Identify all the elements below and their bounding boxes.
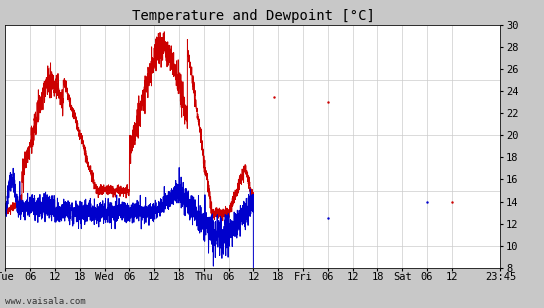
- Text: www.vaisala.com: www.vaisala.com: [5, 298, 86, 306]
- Title: Temperature and Dewpoint [°C]: Temperature and Dewpoint [°C]: [132, 10, 374, 23]
